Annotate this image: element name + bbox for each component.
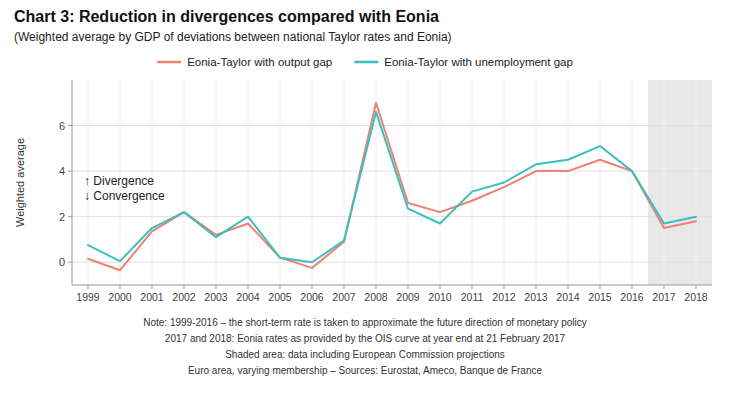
- x-tick: [440, 285, 441, 289]
- grid-line-x: [408, 80, 409, 285]
- x-tick-label: 2008: [364, 291, 388, 303]
- x-tick: [600, 285, 601, 289]
- x-tick: [248, 285, 249, 289]
- x-tick: [312, 285, 313, 289]
- grid-line-x: [376, 80, 377, 285]
- x-tick-label: 2002: [172, 291, 196, 303]
- x-tick-label: 2001: [140, 291, 164, 303]
- x-tick: [280, 285, 281, 289]
- x-tick: [408, 285, 409, 289]
- legend-label: Eonia-Taylor with output gap: [187, 56, 332, 68]
- x-tick-label: 1999: [76, 291, 100, 303]
- grid-line-x: [568, 80, 569, 285]
- x-tick-label: 2013: [524, 291, 548, 303]
- x-tick-label: 2018: [684, 291, 708, 303]
- legend-item: Eonia-Taylor with output gap: [157, 56, 332, 68]
- y-tick-label: 4: [59, 165, 65, 177]
- grid-line-x: [632, 80, 633, 285]
- plot-area: [72, 80, 712, 285]
- grid-line-y: [72, 216, 712, 217]
- x-tick: [536, 285, 537, 289]
- grid-line-x: [536, 80, 537, 285]
- annotation: ↓ Convergence: [84, 189, 165, 203]
- grid: [72, 80, 712, 285]
- note: Note: 1999-2016 – the short-term rate is…: [143, 317, 587, 328]
- y-tick: [68, 262, 72, 263]
- grid-line-x: [216, 80, 217, 285]
- grid-line-x: [248, 80, 249, 285]
- x-tick: [120, 285, 121, 289]
- x-tick: [88, 285, 89, 289]
- x-tick: [152, 285, 153, 289]
- grid-line-y: [72, 171, 712, 172]
- x-tick: [472, 285, 473, 289]
- x-tick-label: 2005: [268, 291, 292, 303]
- grid-line-x: [696, 80, 697, 285]
- x-tick: [376, 285, 377, 289]
- grid-line-x: [440, 80, 441, 285]
- legend-swatch: [354, 61, 378, 64]
- shaded-region: [648, 80, 712, 285]
- series-line: [88, 103, 696, 270]
- x-tick-label: 2009: [396, 291, 420, 303]
- legend: Eonia-Taylor with output gap Eonia-Taylor…: [157, 56, 573, 68]
- grid-line-x: [280, 80, 281, 285]
- x-tick-label: 2010: [428, 291, 452, 303]
- y-axis-label: Weighted average: [14, 138, 26, 227]
- grid-line-x: [312, 80, 313, 285]
- grid-line-y: [72, 262, 712, 263]
- legend-label: Eonia-Taylor with unemployment gap: [384, 56, 573, 68]
- x-tick-label: 2017: [652, 291, 676, 303]
- y-tick: [68, 125, 72, 126]
- x-tick: [664, 285, 665, 289]
- y-axis-line: [72, 80, 73, 285]
- y-tick: [68, 216, 72, 217]
- x-tick-label: 2015: [588, 291, 612, 303]
- x-tick-label: 2016: [620, 291, 644, 303]
- grid-line-x: [184, 80, 185, 285]
- chart: Chart 3: Reduction in divergences compar…: [0, 0, 730, 409]
- x-tick: [632, 285, 633, 289]
- y-tick-label: 2: [59, 211, 65, 223]
- grid-line-y: [72, 125, 712, 126]
- note: Shaded area: data including European Com…: [225, 349, 505, 360]
- grid-line-x: [472, 80, 473, 285]
- x-tick-label: 2006: [300, 291, 324, 303]
- title: Chart 3: Reduction in divergences compar…: [14, 8, 439, 25]
- x-tick: [216, 285, 217, 289]
- x-tick-label: 2000: [108, 291, 132, 303]
- x-tick-label: 2011: [461, 291, 484, 303]
- x-axis-line: [72, 285, 712, 286]
- x-tick-label: 2012: [492, 291, 516, 303]
- subtitle: (Weighted average by GDP of deviations b…: [14, 30, 452, 44]
- annotation: ↑ Divergence: [84, 174, 154, 188]
- legend-item: Eonia-Taylor with unemployment gap: [354, 56, 573, 68]
- x-tick: [568, 285, 569, 289]
- y-tick: [68, 171, 72, 172]
- grid-line-x: [664, 80, 665, 285]
- series-line: [88, 112, 696, 262]
- legend-swatch: [157, 61, 181, 64]
- x-tick: [344, 285, 345, 289]
- x-tick-label: 2007: [332, 291, 356, 303]
- x-tick-label: 2004: [236, 291, 260, 303]
- x-tick: [184, 285, 185, 289]
- y-tick-label: 6: [59, 120, 65, 132]
- x-tick: [504, 285, 505, 289]
- note: Euro area, varying membership – Sources:…: [188, 365, 543, 376]
- note: 2017 and 2018: Eonia rates as provided b…: [165, 333, 566, 344]
- x-tick: [696, 285, 697, 289]
- x-tick-label: 2014: [556, 291, 580, 303]
- grid-line-x: [600, 80, 601, 285]
- y-tick-label: 0: [59, 256, 65, 268]
- x-tick-label: 2003: [204, 291, 228, 303]
- grid-line-x: [344, 80, 345, 285]
